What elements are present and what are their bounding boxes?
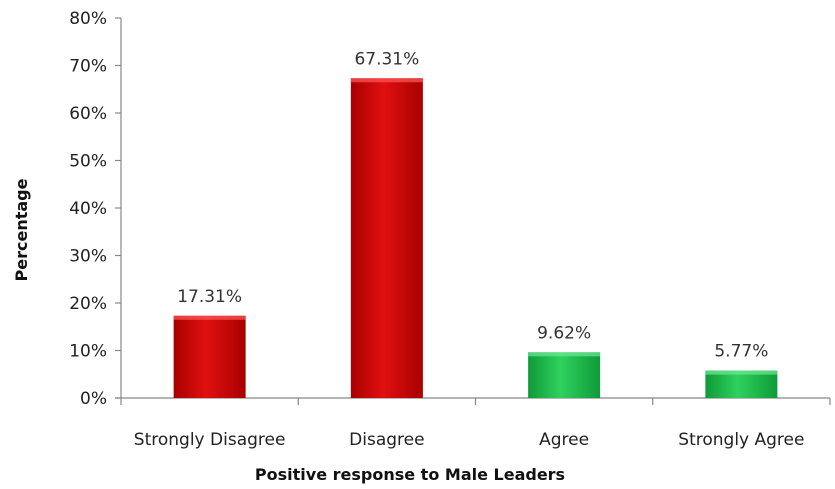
y-axis-title: Percentage [12,178,31,281]
x-tick-label: Strongly Disagree [134,430,286,450]
data-label: 9.62% [537,323,591,343]
bar-cap [350,78,423,83]
bar-cap [705,370,778,375]
bars [173,78,778,398]
bar [350,78,423,398]
y-tick-label: 70% [69,57,107,77]
bar-cap [173,315,246,320]
x-tick-label: Disagree [349,430,424,450]
y-axis: 0% 10% 20% 30% 40% 50% 60% 70% 80% [69,9,122,409]
y-tick-label: 40% [69,199,107,219]
x-tick-label: Agree [539,430,589,450]
y-tick-label: 10% [69,342,107,362]
x-tick-label: Strongly Agree [678,430,804,450]
data-label: 17.31% [177,287,242,307]
bar [705,370,778,398]
data-label: 67.31% [354,49,419,69]
bar [528,352,601,398]
y-tick-label: 20% [69,294,107,314]
data-labels: 17.31% 67.31% 9.62% 5.77% [177,49,768,361]
y-tick-label: 80% [69,9,107,29]
y-tick-label: 0% [80,389,107,409]
data-label: 5.77% [714,342,768,362]
bar [173,315,246,398]
x-axis: Strongly Disagree Disagree Agree Strongly A… [115,397,831,450]
bar-cap [528,352,601,357]
y-tick-label: 50% [69,152,107,172]
y-tick-label: 30% [69,247,107,267]
x-axis-title: Positive response to Male Leaders [255,465,565,484]
y-tick-label: 60% [69,104,107,124]
